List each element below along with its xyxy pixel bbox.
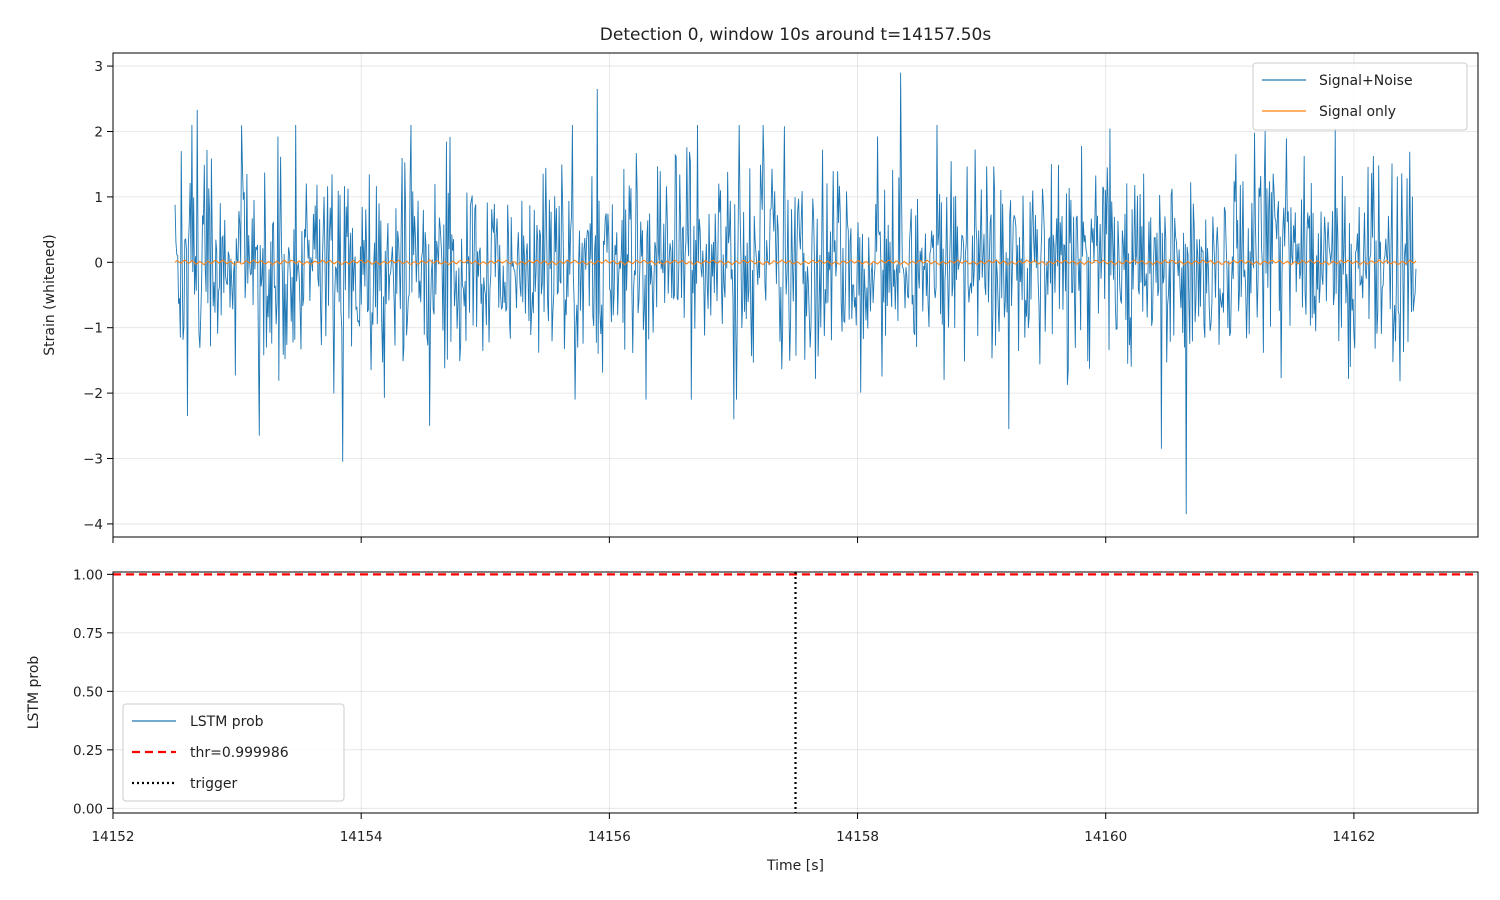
bottom-ylabel: LSTM prob: [26, 656, 42, 730]
bottom-ytick-label: 0.25: [73, 743, 103, 759]
bottom-xtick-label: 14154: [340, 829, 383, 845]
top-legend: Signal+Noise Signal only: [1252, 62, 1468, 131]
bottom-xtick-label: 14160: [1084, 829, 1127, 845]
bottom-ytick-label: 0.75: [73, 626, 103, 642]
bottom-xlabel: Time [s]: [766, 858, 824, 874]
top-ytick-label: 2: [94, 124, 103, 140]
top-ytick-label: 3: [94, 59, 103, 75]
bottom-legend: LSTM prob thr=0.999986 trigger: [122, 703, 345, 802]
top-ytick-label: −2: [83, 386, 103, 402]
top-ytick-label: 0: [94, 255, 103, 271]
top-ytick-label: 1: [94, 190, 103, 206]
top-ylabel: Strain (whitened): [42, 234, 58, 356]
bottom-plot-frame: [112, 571, 1479, 814]
top-ytick-label: −3: [83, 452, 103, 468]
legend-label-1: Signal only: [1319, 104, 1396, 120]
bottom-legend-label-2: trigger: [190, 776, 238, 792]
bottom-legend-label-1: thr=0.999986: [190, 745, 289, 761]
bottom-ytick-label: 0.00: [73, 801, 103, 817]
top-plot-frame: [112, 52, 1479, 538]
top-title: Detection 0, window 10s around t=14157.5…: [600, 25, 992, 45]
top-legend-box: [1252, 62, 1468, 131]
bottom-legend-label-0: LSTM prob: [190, 714, 264, 730]
bottom-ytick-label: 0.50: [73, 684, 103, 700]
top-ytick-label: −4: [83, 517, 103, 533]
legend-label-0: Signal+Noise: [1319, 73, 1413, 89]
series-signal-noise-line: [174, 72, 1417, 515]
bottom-xtick-label: 14162: [1332, 829, 1375, 845]
bottom-xtick-label: 14156: [588, 829, 631, 845]
bottom-xtick-label: 14158: [836, 829, 879, 845]
top-ytick-label: −1: [83, 321, 103, 337]
series-signal-only-line: [174, 259, 1417, 266]
bottom-legend-box: [122, 703, 345, 802]
bottom-xtick-label: 14152: [92, 829, 135, 845]
bottom-ytick-label: 1.00: [73, 567, 103, 583]
